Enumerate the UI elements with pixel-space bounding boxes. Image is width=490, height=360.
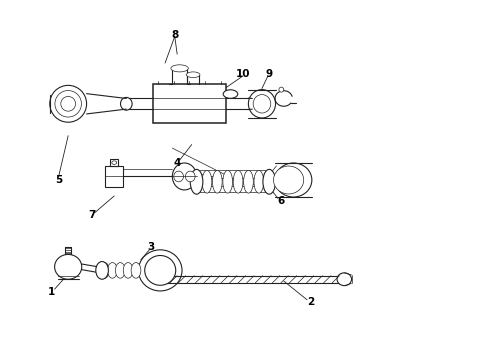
Ellipse shape <box>99 262 109 278</box>
Ellipse shape <box>273 166 304 194</box>
Ellipse shape <box>55 90 81 117</box>
Ellipse shape <box>192 170 201 193</box>
Ellipse shape <box>138 250 182 291</box>
Ellipse shape <box>174 171 183 182</box>
Text: 3: 3 <box>147 242 154 252</box>
Ellipse shape <box>123 262 133 278</box>
Ellipse shape <box>279 87 284 92</box>
Ellipse shape <box>112 161 117 165</box>
Ellipse shape <box>50 85 87 122</box>
Ellipse shape <box>223 170 233 193</box>
Text: 2: 2 <box>307 297 314 307</box>
Text: 6: 6 <box>278 196 285 206</box>
Text: 1: 1 <box>48 287 55 297</box>
Ellipse shape <box>337 273 352 285</box>
Text: 10: 10 <box>235 69 250 79</box>
Ellipse shape <box>213 170 222 193</box>
Ellipse shape <box>186 72 200 77</box>
Ellipse shape <box>131 262 141 278</box>
Ellipse shape <box>248 90 275 118</box>
Ellipse shape <box>54 255 82 279</box>
Bar <box>105 166 123 187</box>
Text: 9: 9 <box>266 69 273 79</box>
Bar <box>110 159 118 166</box>
Ellipse shape <box>185 171 195 182</box>
Ellipse shape <box>233 170 243 193</box>
Text: 4: 4 <box>173 158 181 168</box>
Ellipse shape <box>275 163 312 197</box>
Ellipse shape <box>265 170 274 193</box>
Ellipse shape <box>202 170 212 193</box>
Text: 8: 8 <box>171 30 178 40</box>
Ellipse shape <box>223 90 238 98</box>
Ellipse shape <box>61 96 75 111</box>
Ellipse shape <box>172 163 196 190</box>
Text: 5: 5 <box>55 175 62 185</box>
Ellipse shape <box>145 256 176 285</box>
Text: 7: 7 <box>89 211 96 220</box>
Ellipse shape <box>107 262 117 278</box>
Ellipse shape <box>244 170 253 193</box>
Ellipse shape <box>116 262 125 278</box>
Ellipse shape <box>263 169 275 194</box>
Ellipse shape <box>121 98 132 110</box>
Bar <box>153 84 225 123</box>
Ellipse shape <box>253 95 271 113</box>
Ellipse shape <box>254 170 264 193</box>
Ellipse shape <box>96 261 108 279</box>
Ellipse shape <box>190 169 203 194</box>
Ellipse shape <box>171 65 188 72</box>
